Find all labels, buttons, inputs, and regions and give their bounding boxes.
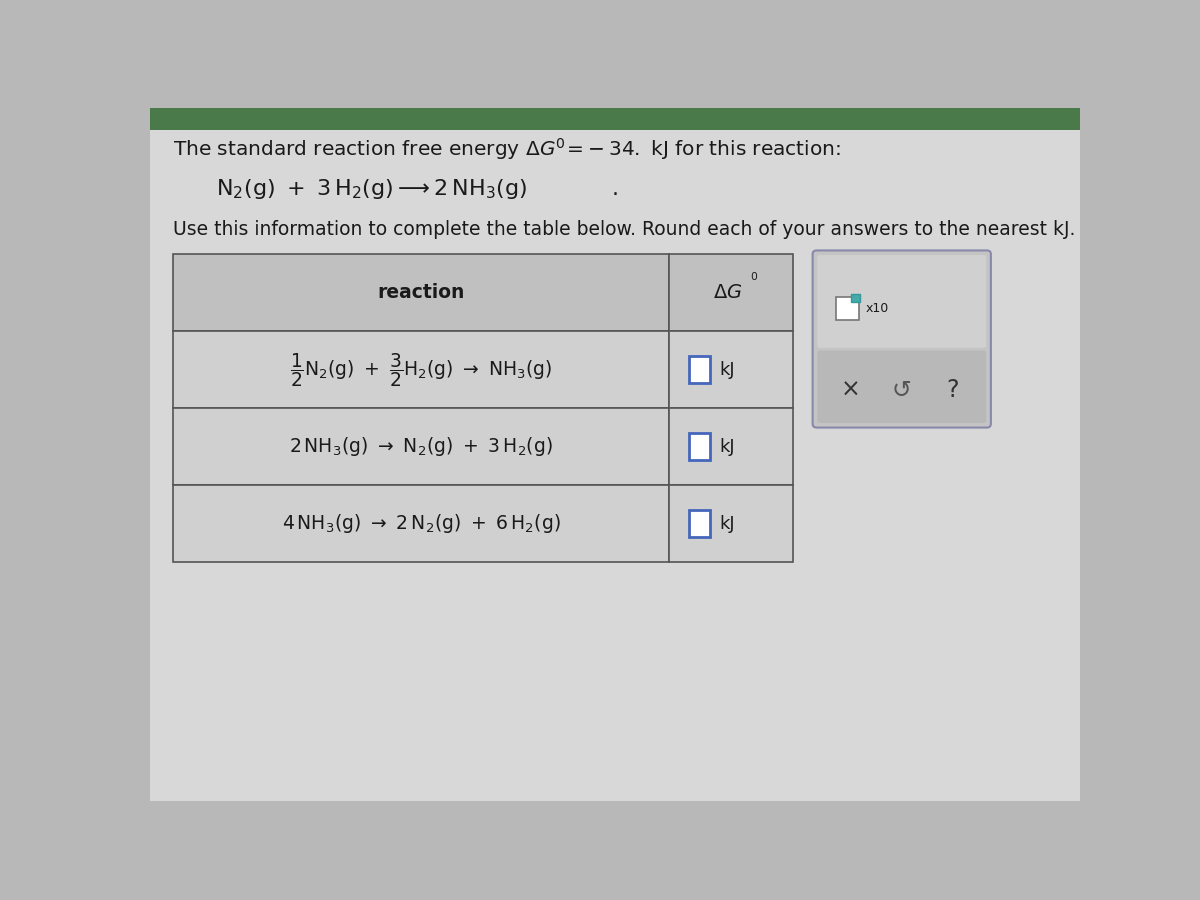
Bar: [689, 510, 710, 537]
Bar: [689, 356, 710, 383]
Text: kJ: kJ: [720, 437, 736, 455]
Text: $\Delta G$: $\Delta G$: [713, 284, 742, 302]
Bar: [173, 255, 670, 331]
Text: $\dfrac{1}{2}\mathrm{N_2(g)}\ +\ \dfrac{3}{2}\mathrm{H_2(g)}\ \rightarrow\ \math: $\dfrac{1}{2}\mathrm{N_2(g)}\ +\ \dfrac{…: [290, 351, 552, 389]
Text: ?: ?: [947, 378, 959, 401]
FancyBboxPatch shape: [817, 255, 986, 347]
Bar: [173, 331, 670, 409]
Bar: [670, 255, 793, 331]
Text: .: .: [611, 179, 618, 199]
Text: $\mathrm{N_2(g)\ +\ 3\,H_2(g) \longrightarrow 2\,NH_3(g)}$: $\mathrm{N_2(g)\ +\ 3\,H_2(g) \longright…: [216, 176, 527, 201]
Text: $\mathrm{4\,NH_3(g)\ \rightarrow\ 2\,N_2(g)\ +\ 6\,H_2(g)}$: $\mathrm{4\,NH_3(g)\ \rightarrow\ 2\,N_2…: [282, 512, 560, 535]
Bar: [670, 485, 793, 562]
FancyBboxPatch shape: [817, 351, 986, 423]
FancyBboxPatch shape: [812, 250, 991, 428]
Bar: [173, 409, 670, 485]
Text: ×: ×: [841, 378, 860, 401]
Bar: [689, 433, 710, 460]
Text: reaction: reaction: [378, 284, 464, 302]
Text: $^{\,0}$: $^{\,0}$: [750, 273, 760, 288]
Text: kJ: kJ: [720, 361, 736, 379]
Bar: [670, 331, 793, 409]
Text: kJ: kJ: [720, 515, 736, 533]
Text: ↺: ↺: [892, 378, 912, 401]
Bar: [173, 485, 670, 562]
Bar: [150, 108, 1080, 130]
Bar: [836, 297, 859, 320]
Bar: [670, 409, 793, 485]
Text: Use this information to complete the table below. Round each of your answers to : Use this information to complete the tab…: [173, 220, 1075, 239]
Text: x10: x10: [865, 302, 888, 315]
Text: $\mathrm{2\,NH_3(g)\ \rightarrow\ N_2(g)\ +\ 3\,H_2(g)}$: $\mathrm{2\,NH_3(g)\ \rightarrow\ N_2(g)…: [289, 436, 553, 458]
Text: The standard reaction free energy $\Delta G^{0}\!=\!-34.\ \mathrm{kJ}$ for this : The standard reaction free energy $\Delt…: [173, 136, 841, 162]
Bar: [851, 293, 860, 302]
